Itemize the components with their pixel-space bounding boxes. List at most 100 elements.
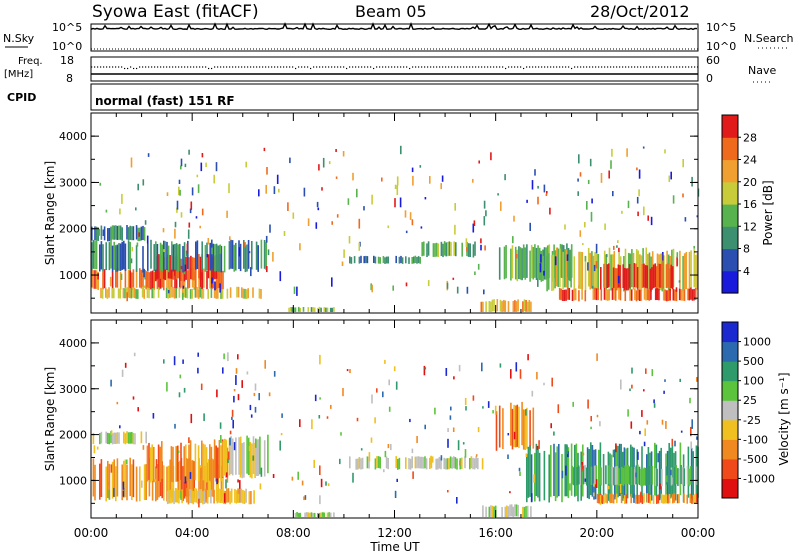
data-strip [170, 287, 173, 298]
data-point [519, 369, 522, 379]
data-strip [215, 243, 218, 271]
colorbar-swatch [722, 400, 738, 421]
data-point [616, 245, 618, 248]
data-point [188, 222, 191, 228]
data-point [116, 401, 119, 405]
data-point [590, 426, 592, 430]
data-strip [592, 287, 595, 300]
data-point [531, 180, 534, 190]
data-strip [132, 433, 135, 445]
data-point [343, 249, 345, 258]
data-point [447, 438, 449, 448]
data-strip [373, 255, 375, 263]
data-point [266, 266, 268, 273]
data-point [273, 186, 276, 194]
data-point [672, 195, 675, 204]
data-strip [553, 443, 555, 496]
data-strip [529, 250, 531, 282]
data-strip [417, 456, 420, 469]
data-strip [353, 256, 356, 264]
data-point [579, 230, 582, 237]
data-point [538, 440, 540, 449]
data-strip [398, 457, 401, 470]
data-point [131, 246, 134, 252]
data-strip [568, 287, 571, 300]
data-point [316, 201, 319, 208]
data-strip [246, 435, 248, 474]
data-strip [116, 268, 119, 288]
data-point [179, 374, 182, 379]
freq-point [427, 66, 429, 68]
data-strip [99, 463, 101, 500]
data-strip [349, 256, 351, 264]
data-point [626, 148, 628, 157]
time-axis-labels: 00:00 04:00 08:00 12:00 16:00 20:00 00:00 [74, 526, 716, 540]
data-point [200, 465, 202, 468]
data-strip [395, 456, 397, 469]
data-strip [191, 288, 193, 299]
data-point [564, 224, 566, 230]
data-point [98, 228, 101, 236]
data-strip [689, 493, 692, 503]
data-strip [192, 491, 195, 505]
data-point [631, 384, 633, 389]
data-point [174, 221, 177, 228]
data-strip [665, 494, 668, 504]
data-point [229, 437, 231, 446]
data-strip [258, 288, 261, 299]
data-strip [260, 239, 263, 269]
data-point [610, 160, 612, 169]
data-strip [320, 512, 322, 517]
freq-point [211, 67, 213, 70]
data-point [279, 271, 282, 282]
data-strip [603, 263, 605, 288]
data-strip [174, 488, 177, 503]
data-strip [557, 248, 560, 287]
freq-point [229, 66, 231, 68]
data-strip [183, 286, 185, 298]
data-point [237, 493, 240, 503]
data-strip [485, 301, 487, 312]
data-point [567, 451, 569, 458]
data-strip [578, 290, 580, 302]
freq-point [187, 66, 189, 68]
data-strip [506, 505, 508, 517]
data-point [182, 292, 184, 300]
data-strip [461, 242, 463, 257]
data-strip [419, 257, 421, 264]
data-strip [182, 466, 184, 502]
data-strip [155, 241, 157, 270]
data-strip [600, 289, 603, 301]
data-point [546, 191, 548, 194]
freq-point [379, 66, 381, 68]
freq-point [247, 66, 249, 68]
data-strip [449, 456, 452, 469]
data-strip [446, 458, 449, 470]
station-title: Syowa East (fitACF) [92, 2, 259, 22]
data-point [543, 270, 545, 276]
data-strip [608, 465, 610, 485]
data-strip [107, 432, 109, 444]
data-strip [213, 287, 216, 299]
data-point [617, 275, 620, 284]
data-strip [397, 458, 399, 470]
freq-point [241, 66, 243, 68]
data-strip [491, 299, 494, 312]
data-point [265, 235, 268, 243]
data-strip [363, 256, 365, 264]
data-strip [317, 307, 319, 312]
data-strip [110, 226, 112, 241]
data-point [96, 446, 99, 450]
data-strip [217, 245, 219, 273]
data-strip [498, 247, 501, 280]
data-strip [600, 467, 602, 486]
data-strip [221, 489, 223, 503]
data-strip [408, 458, 410, 470]
data-point [180, 158, 183, 167]
data-point [464, 397, 467, 406]
power-heatmap [91, 145, 700, 312]
data-point [647, 215, 649, 221]
freq-point [514, 66, 516, 68]
data-strip [558, 287, 561, 300]
data-point [497, 193, 499, 196]
